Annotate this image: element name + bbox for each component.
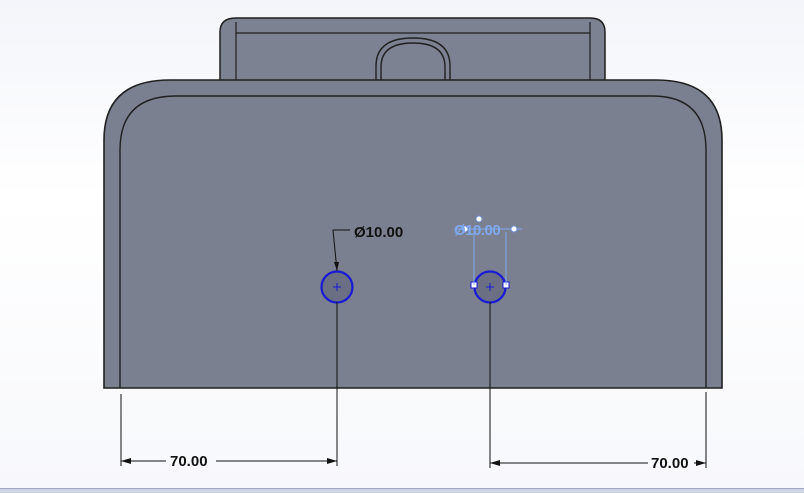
left-distance-dimension-line bbox=[121, 458, 337, 464]
left-hole-circle[interactable] bbox=[320, 270, 354, 304]
right-hole-circle[interactable] bbox=[473, 270, 507, 304]
right-distance-dimension[interactable]: 70.00 bbox=[651, 455, 689, 472]
upper-tab-body[interactable] bbox=[219, 17, 606, 85]
left-hole-diameter-dimension[interactable]: Ø10.00 bbox=[354, 224, 403, 241]
left-distance-dimension[interactable]: 70.00 bbox=[170, 453, 208, 470]
handle-loop[interactable] bbox=[375, 37, 451, 80]
status-bar bbox=[0, 488, 804, 493]
right-hole-diameter-dimension-active[interactable]: Ø10.00 bbox=[454, 222, 501, 239]
dimension-extension-lines bbox=[120, 302, 707, 468]
left-diameter-leader bbox=[332, 229, 350, 272]
main-body-face[interactable] bbox=[103, 79, 723, 389]
right-diameter-active-lines bbox=[456, 215, 522, 285]
right-distance-dimension-line bbox=[490, 460, 706, 466]
